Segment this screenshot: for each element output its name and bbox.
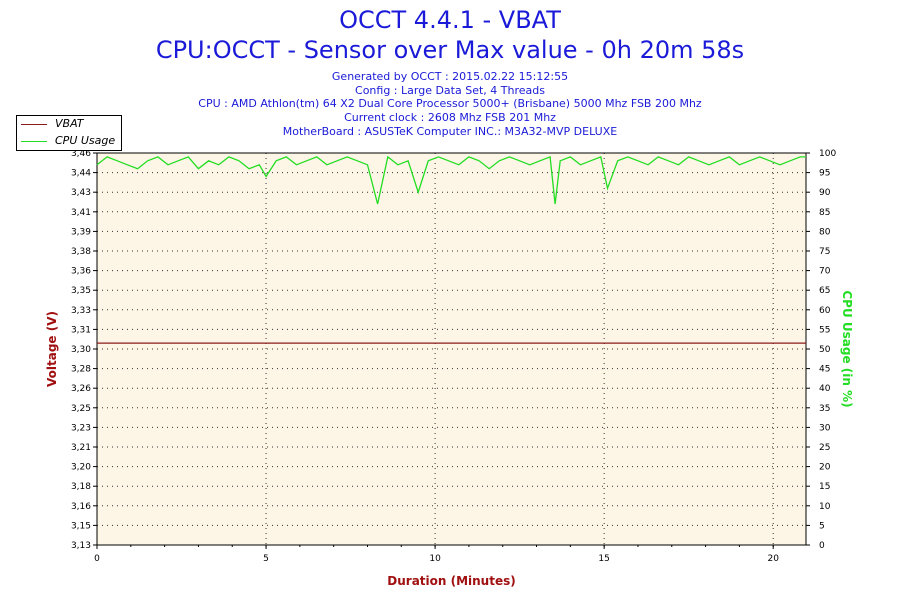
y-right-tick-label: 5 [819, 521, 825, 531]
legend-item-vbat: VBAT [17, 116, 121, 132]
y-right-tick-label: 35 [819, 404, 830, 414]
y-right-axis-label: CPU Usage (in %) [840, 290, 854, 407]
chart-legend: VBAT CPU Usage [16, 115, 122, 151]
info-config: Config : Large Data Set, 4 Threads [355, 83, 545, 97]
axis-layer [93, 152, 810, 549]
x-axis-label: Duration (Minutes) [387, 574, 515, 588]
chart-subtitle: CPU:OCCT - Sensor over Max value - 0h 20… [155, 36, 745, 64]
info-motherboard: MotherBoard : ASUSTeK Computer INC.: M3A… [282, 124, 618, 138]
y-right-tick-label: 100 [819, 149, 836, 159]
y-left-tick-label: 3,21 [71, 443, 91, 453]
y-left-axis-label: Voltage (V) [45, 311, 59, 387]
y-left-tick-label: 3,38 [71, 247, 91, 257]
y-left-tick-label: 3,43 [71, 188, 91, 198]
y-right-tick-label: 25 [819, 443, 830, 453]
plot-frame [96, 152, 807, 546]
y-right-tick-label: 85 [819, 208, 830, 218]
x-tick-label: 20 [767, 554, 779, 564]
y-left-tick-label: 3,28 [71, 365, 91, 375]
y-right-tick-label: 45 [819, 365, 830, 375]
y-left-tick-label: 3,26 [71, 384, 91, 394]
series-layer [96, 155, 806, 344]
y-right-tick-label: 30 [819, 423, 831, 433]
legend-label-vbat: VBAT [55, 117, 84, 130]
legend-swatch-cpu-usage [21, 141, 47, 142]
legend-swatch-vbat [21, 124, 47, 125]
y-right-tick-label: 75 [819, 247, 830, 257]
y-left-tick-label: 3,41 [71, 208, 91, 218]
y-left-tick-label: 3,31 [71, 325, 91, 335]
y-right-tick-label: 70 [819, 267, 831, 277]
y-left-tick-label: 3,30 [71, 345, 91, 355]
x-tick-label: 5 [263, 554, 269, 564]
x-tick-label: 10 [429, 554, 441, 564]
y-left-tick-label: 3,25 [71, 404, 91, 414]
y-right-tick-label: 55 [819, 325, 830, 335]
series-cpu-usage-line [96, 155, 806, 205]
info-clock: Current clock : 2608 Mhz FSB 201 Mhz [344, 111, 556, 125]
y-left-tick-label: 3,44 [71, 169, 91, 179]
y-right-tick-label: 60 [819, 306, 831, 316]
y-right-tick-label: 15 [819, 482, 830, 492]
y-left-tick-label: 3,16 [71, 502, 91, 512]
y-left-tick-label: 3,18 [71, 482, 91, 492]
y-right-tick-label: 90 [819, 188, 831, 198]
y-left-tick-label: 3,39 [71, 227, 91, 237]
y-left-tick-label: 3,46 [71, 149, 91, 159]
y-left-tick-label: 3,23 [71, 423, 91, 433]
y-right-tick-label: 50 [819, 345, 831, 355]
x-tick-label: 15 [598, 554, 609, 564]
y-right-tick-label: 10 [819, 502, 831, 512]
y-left-tick-label: 3,13 [71, 541, 91, 551]
y-left-tick-label: 3,20 [71, 463, 91, 473]
chart-title: OCCT 4.4.1 - VBAT [339, 6, 561, 34]
y-right-tick-label: 0 [819, 541, 825, 551]
x-tick-label: 0 [94, 554, 100, 564]
y-left-tick-label: 3,35 [71, 286, 91, 296]
legend-item-cpu-usage: CPU Usage [17, 133, 121, 149]
legend-label-cpu-usage: CPU Usage [55, 134, 116, 147]
y-right-tick-label: 65 [819, 286, 830, 296]
plot-area [97, 153, 806, 545]
y-left-tick-label: 3,33 [71, 306, 91, 316]
grid-layer [97, 153, 806, 545]
info-block: Generated by OCCT : 2015.02.22 15:12:55 … [0, 70, 900, 138]
label-layer: 3,13 3,15 3,16 3,18 3,20 3,21 3,23 3,25 3,26 3,28… [45, 149, 854, 588]
y-right-tick-label: 40 [819, 384, 831, 394]
y-left-tick-label: 3,15 [71, 521, 91, 531]
y-left-tick-label: 3,36 [71, 267, 91, 277]
info-cpu: CPU : AMD Athlon(tm) 64 X2 Dual Core Pro… [198, 97, 702, 111]
y-right-tick-label: 80 [819, 227, 831, 237]
info-generated: Generated by OCCT : 2015.02.22 15:12:55 [331, 70, 569, 83]
y-right-tick-label: 20 [819, 463, 831, 473]
y-right-tick-label: 95 [819, 169, 830, 179]
